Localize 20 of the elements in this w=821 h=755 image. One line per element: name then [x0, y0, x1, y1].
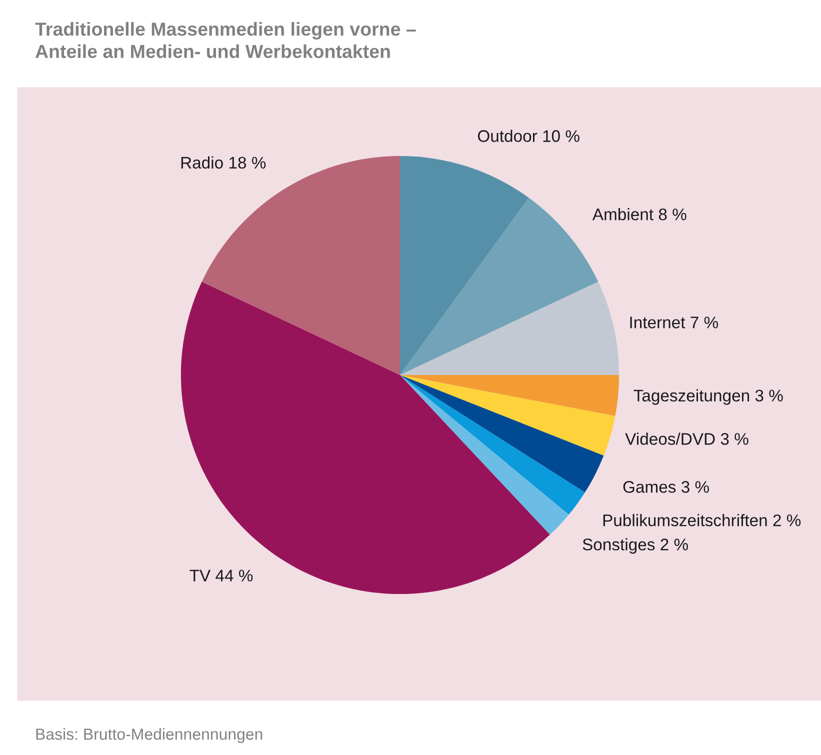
text: Basis: Brutto-Mediennennungen [36, 728, 262, 743]
slice-label: Radio 18 % [181, 156, 266, 169]
slice-label: Ambient 8 % [592, 208, 686, 220]
pie-slice [400, 156, 529, 375]
slice-label: Internet 7 % [630, 316, 718, 328]
pie-slice [400, 375, 604, 492]
slice-label: TV 44 % [190, 570, 253, 582]
pie-slice [400, 375, 620, 416]
slice-label: Publikumszeitschriften 2 % [603, 514, 801, 526]
pie-slice [400, 282, 620, 375]
pie-slice [400, 375, 569, 535]
pie-slice [400, 375, 585, 515]
slice-label: Outdoor 10 % [478, 130, 580, 142]
slice-label: Games 3 % [623, 481, 709, 493]
slice-label: Sonstiges 2 % [582, 538, 688, 554]
pie-slice [400, 375, 616, 456]
slice-label: Tageszeitungen 3 % [634, 389, 783, 405]
chart-title: Traditionelle Massenmedien liegen vorne – Anteile an Medien- und Werbekontakten [35, 22, 416, 58]
pie-slice [181, 282, 550, 594]
slice-label: Videos/DVD 3 % [625, 432, 748, 445]
